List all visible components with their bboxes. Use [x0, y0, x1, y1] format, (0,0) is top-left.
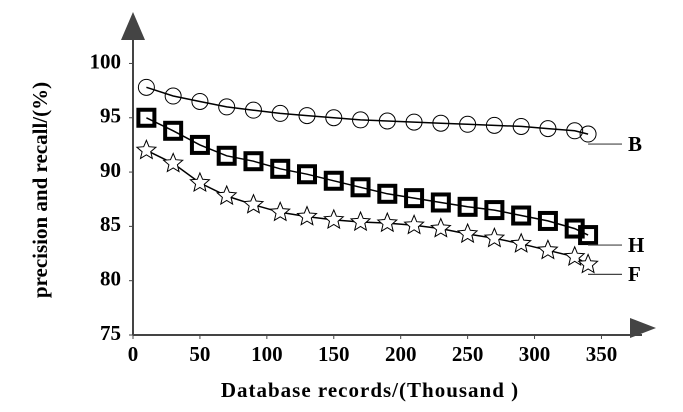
point: [137, 78, 155, 96]
point: [432, 114, 450, 132]
point: [270, 158, 291, 179]
point: [244, 101, 262, 119]
point: [485, 116, 503, 134]
point: [456, 222, 479, 244]
series-line: [146, 86, 589, 135]
x-tick-label: 300: [519, 342, 551, 366]
legend-label: F: [628, 262, 641, 286]
y-tick-label: 75: [100, 321, 121, 345]
x-tick-label: 100: [251, 342, 283, 366]
point: [563, 245, 586, 266]
point: [352, 111, 370, 129]
point: [323, 170, 344, 191]
y-tick-label: 85: [100, 212, 121, 236]
x-tick-label: 350: [586, 342, 618, 366]
point: [349, 210, 372, 232]
x-tick-label: 250: [452, 342, 484, 366]
point: [537, 239, 559, 260]
point: [457, 196, 478, 217]
y-axis-label: precision and recall/(%): [28, 82, 52, 298]
point: [539, 120, 557, 138]
axes: [121, 12, 656, 338]
point: [325, 109, 343, 127]
point: [162, 152, 184, 173]
point: [297, 164, 317, 185]
point: [350, 177, 371, 198]
x-axis-arrow: [630, 318, 656, 338]
point: [377, 183, 398, 204]
point: [403, 213, 425, 235]
x-axis-label: Database records/(Thousand ): [221, 378, 519, 402]
y-tick-label: 90: [100, 158, 121, 182]
point: [135, 138, 158, 160]
point: [430, 192, 451, 213]
point: [218, 98, 236, 116]
point: [216, 145, 237, 166]
legend-label: H: [628, 233, 644, 257]
point: [537, 210, 558, 231]
point: [163, 120, 184, 141]
point: [566, 122, 584, 140]
point: [189, 171, 211, 193]
x-tick-label: 0: [128, 342, 139, 366]
point: [404, 188, 425, 209]
x-tick-label: 50: [189, 342, 210, 366]
point: [298, 107, 316, 125]
point: [459, 115, 477, 133]
point: [484, 200, 505, 221]
y-axis-arrow: [121, 12, 145, 40]
point: [269, 201, 291, 222]
point: [271, 104, 289, 122]
point: [578, 225, 599, 246]
point: [405, 113, 423, 131]
point: [136, 107, 157, 128]
point: [323, 208, 345, 230]
point: [164, 87, 182, 105]
x-tick-label: 150: [318, 342, 350, 366]
point: [512, 117, 530, 135]
point: [376, 211, 399, 233]
x-tick-label: 200: [385, 342, 417, 366]
point: [577, 253, 599, 274]
point: [215, 184, 238, 206]
point: [242, 193, 265, 214]
y-tick-label: 95: [100, 104, 121, 128]
point: [191, 92, 209, 110]
y-tick-label: 80: [100, 267, 121, 291]
point: [483, 226, 506, 248]
point: [378, 112, 396, 130]
y-tick-label: 100: [90, 49, 122, 73]
legend-label: B: [628, 132, 642, 156]
point: [579, 125, 597, 143]
point: [243, 151, 264, 172]
point: [430, 217, 452, 238]
series-line: [146, 117, 589, 236]
point: [511, 205, 532, 226]
point: [296, 205, 318, 226]
point: [510, 232, 532, 253]
point: [189, 134, 210, 155]
